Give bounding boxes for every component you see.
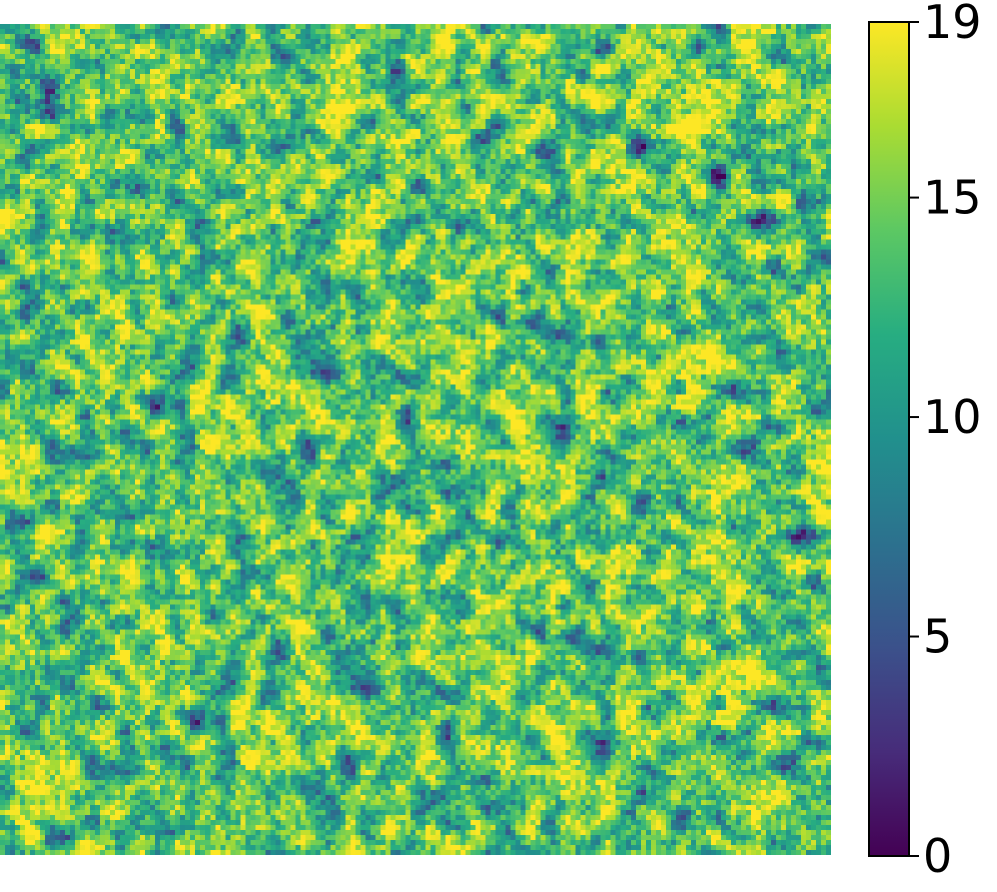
colorbar-tick-label: 5	[923, 610, 952, 664]
colorbar-tick-label: 15	[923, 171, 982, 225]
colorbar-gradient	[869, 22, 909, 856]
colorbar-ticks: 0 5 10 15 19	[909, 0, 982, 883]
colorbar-tick-label: 10	[923, 390, 982, 444]
colorbar-tick-label: 0	[923, 829, 952, 883]
colorbar-tick-label: 19	[923, 0, 982, 49]
heatmap-image	[0, 24, 831, 855]
colorbar-frame	[868, 21, 910, 857]
